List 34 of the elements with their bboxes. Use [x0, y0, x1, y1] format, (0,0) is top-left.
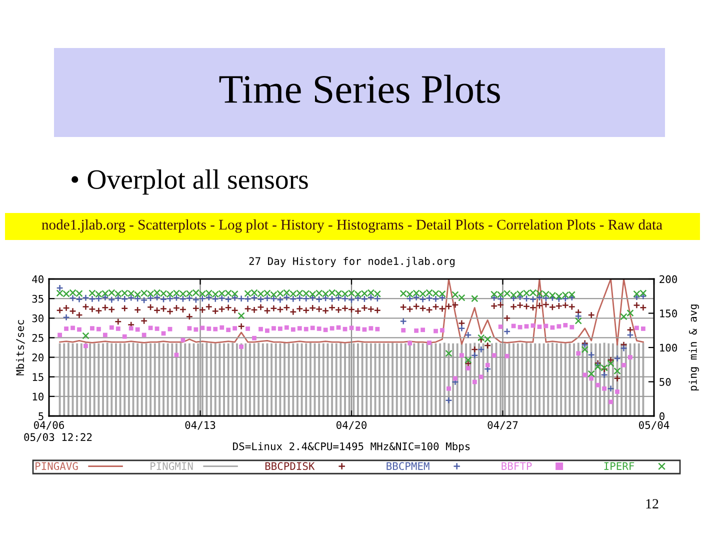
- y2-tick-label: 100: [660, 344, 677, 352]
- y-tick-label: 40: [32, 275, 44, 284]
- text: node1.jlab.org - Scatterplots - Log plot - History - Histograms - Detail Plots - Correlation Plots - Raw data: [42, 219, 662, 233]
- x-tick-label: 04/13: [185, 421, 216, 430]
- chart-subtitle: • Overplot all sensors: [72, 169, 308, 195]
- y2-tick-label: 50: [660, 378, 671, 386]
- x-tick-label: 04/27: [488, 421, 518, 430]
- legend-label: BBCPMEM: [386, 462, 430, 470]
- chart-title: Time Series Plots: [219, 74, 500, 104]
- legend-label: BBCPDISK: [265, 462, 315, 470]
- y-tick-label: 30: [32, 314, 44, 322]
- y-tick-label: 25: [32, 334, 44, 342]
- legend-label: BBFTP: [502, 462, 532, 470]
- legend-label: IPERF: [604, 462, 634, 470]
- y-tick-label: 35: [32, 294, 44, 303]
- x-tick-label: 04/20: [336, 421, 367, 430]
- y-axis-title: Mbits/sec: [16, 320, 25, 376]
- y-tick-label: 15: [32, 373, 44, 381]
- legend-label: PINGAVG: [36, 462, 78, 470]
- text: 05/03 12:22: [24, 433, 92, 442]
- line-series: [59, 279, 644, 346]
- y-tick-label: 20: [32, 354, 44, 362]
- text: 27 Day History for node1.jlab.org: [249, 256, 455, 268]
- y2-tick-label: 200: [660, 275, 677, 284]
- y2-tick-label: 0: [660, 412, 664, 420]
- legend-label: PINGMIN: [150, 462, 193, 470]
- text: 12: [646, 499, 658, 508]
- x-axis-title: DS=Linux 2.4&CPU=1495 MHz&NIC=100 Mbps: [233, 442, 470, 452]
- y-tick-label: 5: [38, 412, 44, 420]
- y2-tick-label: 150: [660, 310, 677, 318]
- x-tick-label: 05/04: [639, 421, 670, 430]
- x-tick-label: 04/06: [34, 421, 64, 430]
- y2-axis-title: ping min & avg: [688, 304, 699, 390]
- y-tick-label: 10: [32, 392, 44, 401]
